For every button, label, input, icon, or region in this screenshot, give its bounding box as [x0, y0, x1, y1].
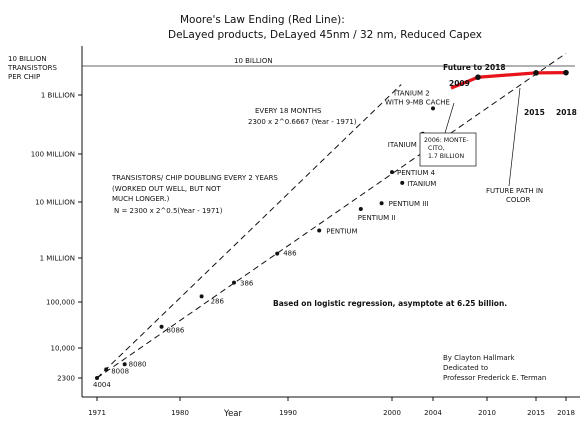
chart-subtitle: DeLayed products, DeLayed 45nm / 32 nm, …: [168, 29, 482, 41]
trend-18-label-line: 2300 x 2^0.6667 (Year - 1971): [248, 118, 357, 126]
x-tick-label: 2015: [527, 409, 545, 417]
processor-marker: [431, 106, 435, 111]
processor-label: PENTIUM II: [358, 214, 396, 222]
processor-label: 286: [211, 297, 225, 305]
x-tick-label: 2004: [424, 409, 442, 417]
red-series-marker: [475, 74, 481, 81]
y-tick-label: 1 MILLION: [40, 255, 75, 263]
red-series-points: [475, 69, 569, 81]
y-tick-label: 10 MILLION: [35, 199, 75, 207]
processor-label: 386: [240, 280, 254, 288]
future-path-pointer: [508, 87, 521, 187]
trend-line-18-months: [96, 84, 402, 379]
processor-label-line: WITH 9-MB CACHE: [385, 98, 450, 106]
trend-24-label-line: (WORKED OUT WELL, BUT NOT: [112, 185, 222, 193]
year-2015-label: 2015: [524, 108, 545, 117]
credits-line: Professor Frederick E. Terman: [443, 374, 546, 382]
x-tick-label: 1971: [88, 409, 106, 417]
processor-label: 8008: [111, 367, 129, 375]
processor-label: 4004: [93, 381, 111, 389]
trend-18-label: EVERY 18 MONTHS 2300 x 2^0.6667 (Year - …: [248, 107, 357, 126]
processor-marker: [358, 206, 363, 211]
y-tick-label: 2300: [57, 375, 75, 383]
x-ticks: 1971 1980 1990 2000 2004 2010 2015 2018: [88, 397, 575, 417]
processor-marker: [122, 362, 127, 367]
trend-24-label-line: TRANSISTORS/ CHIP DOUBLING EVERY 2 YEARS: [111, 174, 278, 182]
processor-label: ITANIUM: [407, 180, 436, 188]
processor-marker: [379, 201, 384, 206]
year-2018-label: 2018: [556, 108, 577, 117]
y-tick-label: 100,000: [46, 299, 75, 307]
processor-marker: [400, 180, 405, 185]
y-axis-label-line: PER CHIP: [8, 73, 40, 81]
y-axis-label-line: 10 BILLION: [8, 55, 47, 63]
processor-label: PENTIUM: [326, 227, 357, 235]
logistic-note: Based on logistic regression, asymptote …: [273, 299, 507, 308]
processor-label: 8080: [129, 360, 147, 368]
credits-line: Dedicated to: [443, 364, 488, 372]
montecito-label-line: 1.7 BILLION: [428, 153, 464, 160]
y-tick-label: 100 MILLION: [31, 151, 75, 159]
montecito-label-line: 2006: MONTE-: [424, 137, 469, 144]
trend-18-label-line: EVERY 18 MONTHS: [255, 107, 322, 115]
processor-marker: [390, 170, 394, 175]
processor-marker: [159, 324, 164, 329]
processor-marker: [199, 294, 204, 299]
processor-label: PENTIUM 4: [397, 169, 436, 177]
x-tick-label: 1980: [171, 409, 189, 417]
red-series-line: [450, 71, 567, 90]
processor-marker: [104, 367, 109, 372]
processor-points: 4004800880808086286386486PENTIUMPENTIUM …: [93, 89, 450, 389]
y-tick-label: 1 BILLION: [41, 92, 75, 100]
processor-marker: [95, 376, 99, 380]
processor-label: 486: [283, 250, 297, 258]
montecito-label: 2006: MONTE- CITO, 1.7 BILLION: [424, 137, 471, 160]
x-tick-label: 2010: [478, 409, 496, 417]
processor-label-line: ITANIUM 2: [394, 89, 430, 97]
red-series-marker: [563, 69, 569, 76]
future-path-label-line: FUTURE PATH IN: [486, 187, 543, 195]
processor-label: ITANIUM 2: [388, 141, 424, 149]
processor-label: ITANIUM 2 WITH 9-MB CACHE: [385, 89, 450, 106]
processor-label: PENTIUM III: [389, 200, 429, 208]
montecito-pointer: [444, 102, 455, 134]
y-axis-label: 10 BILLION TRANSISTORS PER CHIP: [7, 55, 59, 81]
montecito-label-line: CITO,: [428, 145, 445, 152]
x-tick-label: 2000: [383, 409, 401, 417]
future-path-label: FUTURE PATH IN COLOR: [486, 187, 545, 204]
trend-24-label-line: N = 2300 x 2^0.5(Year - 1971): [114, 207, 223, 215]
processor-label: 8086: [167, 327, 185, 335]
credits-line: By Clayton Hallmark: [443, 354, 516, 362]
capacity-line-label: 10 BILLION: [234, 57, 273, 65]
trend-line-2-years: [96, 52, 567, 379]
trend-24-label-line: MUCH LONGER.): [112, 195, 170, 203]
x-tick-label: 2018: [557, 409, 575, 417]
processor-marker: [275, 251, 280, 256]
credits: By Clayton Hallmark Dedicated to Profess…: [443, 354, 546, 382]
chart-title: Moore's Law Ending (Red Line):: [180, 14, 345, 26]
processor-marker: [317, 228, 322, 233]
x-axis-label: Year: [223, 409, 243, 419]
future-to-2018-label: Future to 2018: [443, 63, 506, 72]
montecito-box: [419, 132, 477, 167]
trend-24-label: TRANSISTORS/ CHIP DOUBLING EVERY 2 YEARS…: [111, 174, 280, 215]
y-axis-label-line: TRANSISTORS: [7, 64, 57, 72]
x-tick-label: 1990: [279, 409, 297, 417]
y-ticks: 1 BILLION 100 MILLION 10 MILLION 1 MILLION 1…: [31, 92, 82, 383]
future-path-label-line: COLOR: [506, 196, 531, 204]
processor-marker: [232, 280, 236, 285]
red-series-marker: [533, 70, 539, 76]
year-2009-label: 2009: [449, 79, 470, 88]
y-tick-label: 10,000: [51, 345, 76, 353]
